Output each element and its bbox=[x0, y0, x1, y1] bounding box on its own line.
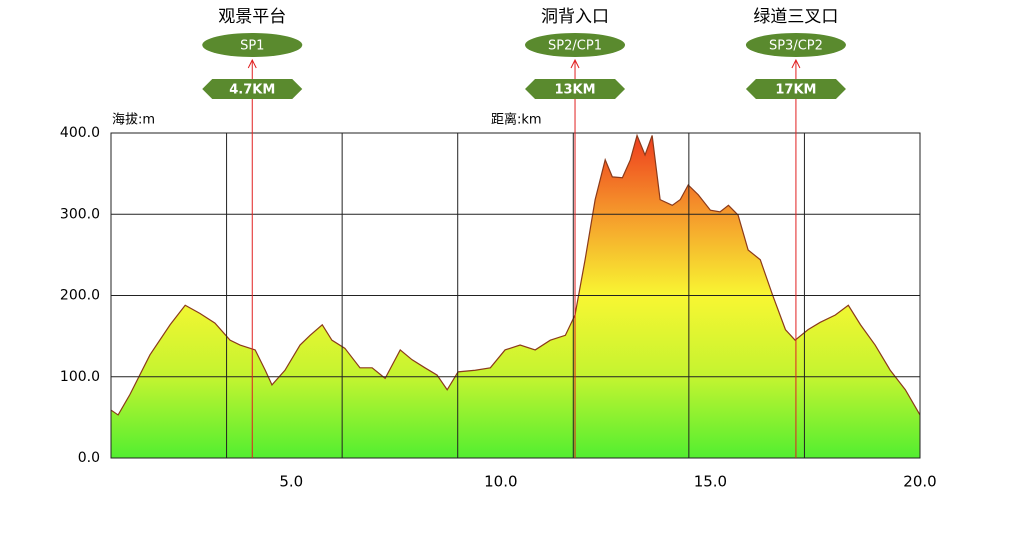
point-badge bbox=[202, 33, 303, 57]
pin-arrow bbox=[791, 58, 801, 69]
y-tick-label: 0.0 bbox=[78, 450, 100, 466]
y-axis-label: 海拔:m bbox=[112, 113, 155, 128]
pin-arrow bbox=[247, 58, 257, 69]
x-tick-label: 15.0 bbox=[694, 473, 727, 491]
x-tick-label: 20.0 bbox=[903, 473, 936, 491]
y-tick-label: 300.0 bbox=[60, 206, 100, 222]
elevation-area bbox=[111, 135, 920, 458]
y-tick-label: 100.0 bbox=[60, 369, 100, 385]
pin-arrow bbox=[570, 58, 580, 69]
x-axis-label: 距离:km bbox=[491, 112, 542, 128]
point-badge bbox=[525, 33, 626, 57]
place-label: 绿道三叉口 bbox=[753, 7, 838, 27]
point-name: SP3/CP2 bbox=[769, 39, 823, 54]
distance-badge bbox=[202, 79, 303, 99]
place-label: 洞背入口 bbox=[541, 7, 609, 27]
distance-badge bbox=[745, 79, 846, 99]
place-label: 观景平台 bbox=[218, 7, 286, 27]
distance-label: 17KM bbox=[775, 83, 816, 98]
point-badge bbox=[745, 33, 846, 57]
distance-label: 13KM bbox=[554, 83, 595, 98]
distance-badge bbox=[525, 79, 626, 99]
elevation-line bbox=[110, 133, 921, 416]
plot-frame bbox=[110, 132, 921, 459]
distance-label: 4.7KM bbox=[229, 83, 275, 98]
point-name: SP2/CP1 bbox=[548, 39, 602, 54]
x-tick-label: 10.0 bbox=[484, 473, 517, 491]
y-tick-label: 200.0 bbox=[60, 288, 100, 304]
x-tick-label: 5.0 bbox=[279, 473, 303, 491]
point-name: SP1 bbox=[240, 39, 264, 54]
y-tick-label: 400.0 bbox=[60, 125, 100, 141]
